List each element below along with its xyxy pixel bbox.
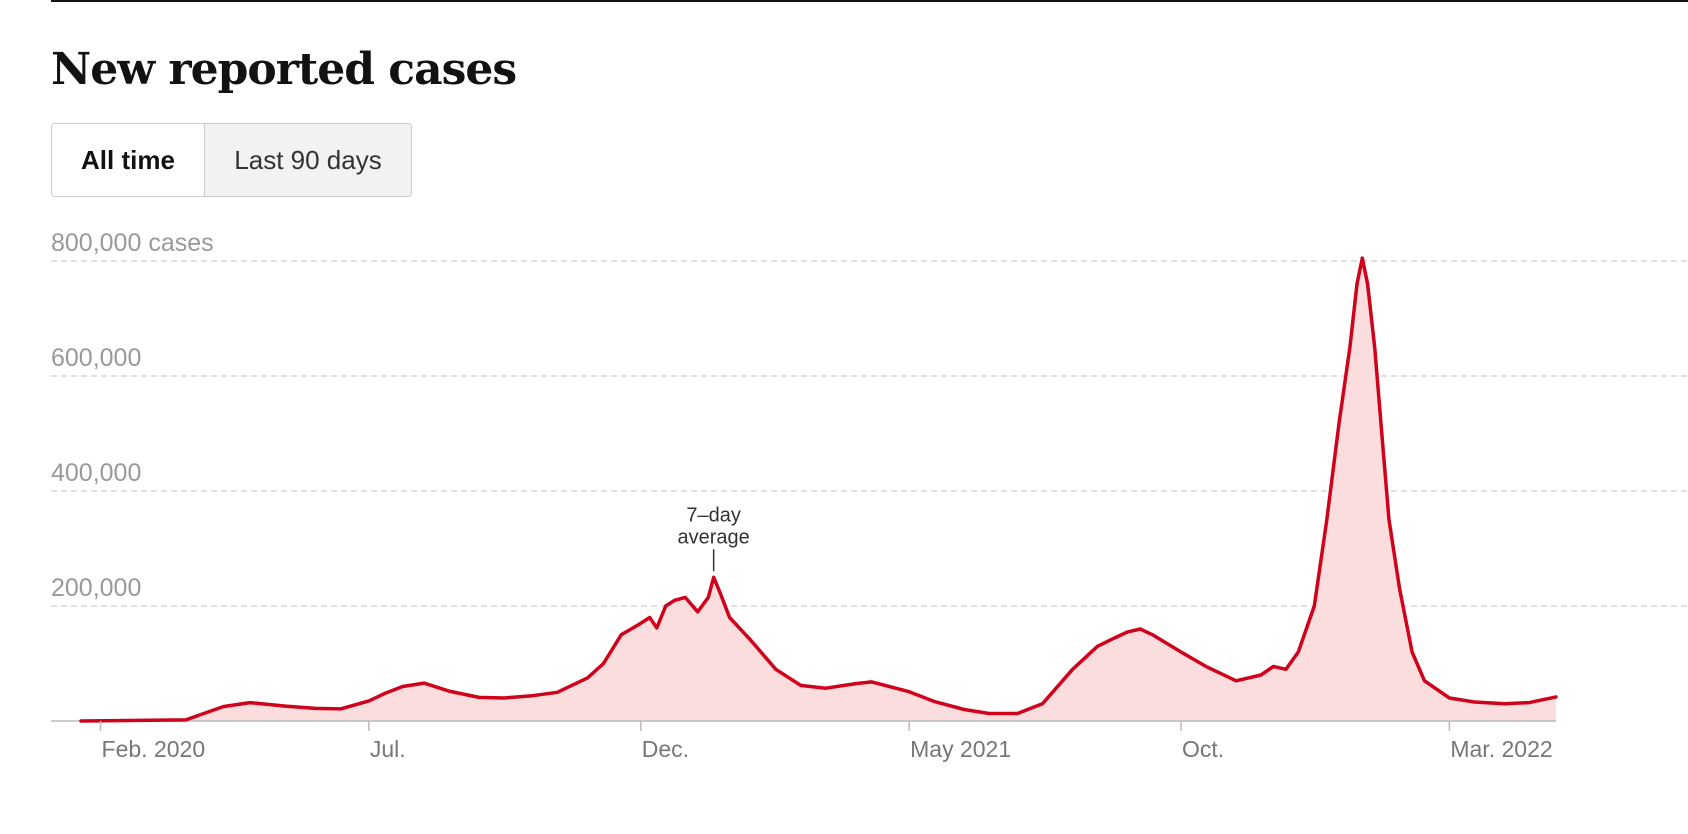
chart-title: New reported cases <box>51 44 517 95</box>
y-tick-label: 600,000 <box>51 344 141 372</box>
y-tick-label: 200,000 <box>51 574 141 602</box>
x-tick-label: Jul. <box>370 736 406 762</box>
all-time-button[interactable]: All time <box>52 124 204 196</box>
annotation-label: 7–day <box>686 504 741 526</box>
x-tick-label: Oct. <box>1182 736 1224 762</box>
last-90-days-button[interactable]: Last 90 days <box>204 124 411 196</box>
cases-line <box>79 256 1558 723</box>
top-rule <box>51 0 1688 2</box>
x-tick-label: Mar. 2022 <box>1450 736 1552 762</box>
x-tick-label: May 2021 <box>910 736 1011 762</box>
y-tick-label: 800,000 cases <box>51 229 214 257</box>
annotation-label: average <box>678 526 750 548</box>
cases-chart: 200,000 400,000 600,000 800,000 cases Feb. 2… <box>51 229 1688 762</box>
y-tick-label: 400,000 <box>51 459 141 487</box>
cases-area <box>81 258 1556 721</box>
x-tick-label: Dec. <box>642 736 689 762</box>
x-tick-label: Feb. 2020 <box>102 736 206 762</box>
time-range-toggle: All time Last 90 days <box>51 123 412 197</box>
